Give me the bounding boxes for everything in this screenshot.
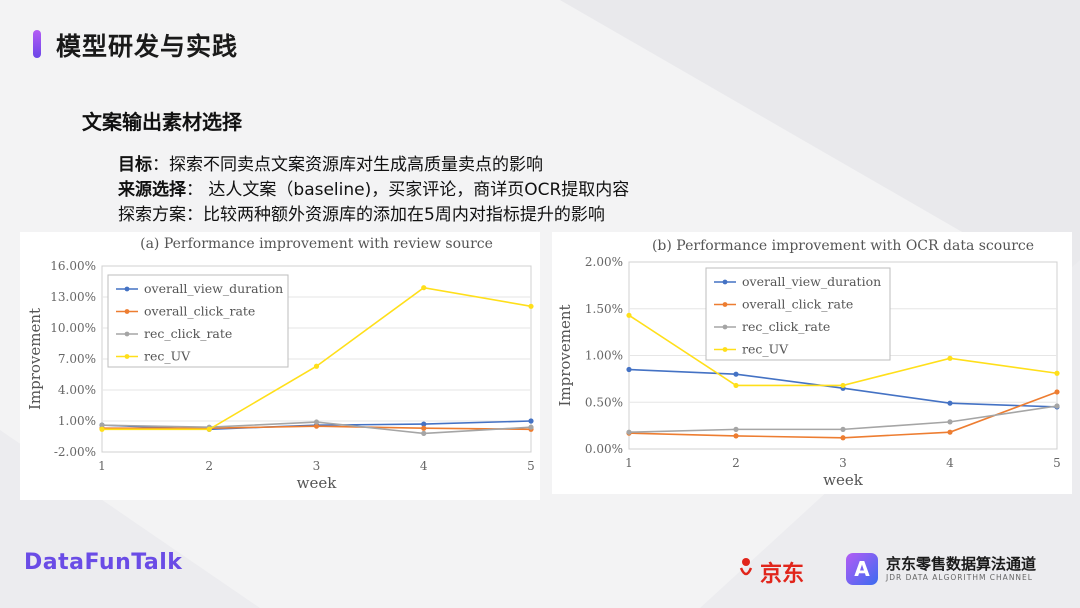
x-tick-label: 3 [839, 456, 847, 470]
x-tick-label: 5 [1053, 456, 1061, 470]
x-tick-label: 4 [420, 459, 428, 473]
data-point-rec_click_rate [1054, 403, 1060, 409]
jd-mascot-icon [739, 558, 753, 576]
y-tick-label: 4.00% [58, 383, 96, 397]
legend-marker-rec_UV [124, 354, 130, 359]
jd-logo: 京东 [760, 562, 805, 587]
chart-review-source: (a) Performance improvement with review … [20, 232, 540, 500]
plan-text: 探索方案：比较两种额外资源库的添加在5周内对指标提升的影响 [118, 205, 605, 225]
y-tick-label: 0.00% [585, 442, 623, 456]
jdr-channel-name: 京东零售数据算法通道 [886, 555, 1037, 573]
data-point-rec_click_rate [733, 426, 739, 432]
x-axis-label: week [297, 474, 338, 492]
goal-label: 目标 [118, 155, 152, 175]
title-accent-bar [33, 30, 41, 58]
jdr-channel-subtitle: JDR DATA ALGORITHM CHANNEL [886, 573, 1033, 582]
legend-box [107, 274, 289, 368]
y-tick-label: 1.50% [585, 302, 623, 316]
y-axis-label: Improvement [26, 308, 44, 410]
source-line: 来源选择： 达人文案（baseline)，买家评论，商详页OCR提取内容 [118, 175, 629, 200]
chart-review-source-svg: (a) Performance improvement with review … [26, 236, 535, 492]
data-point-overall_view_duration [733, 371, 739, 377]
data-point-rec_click_rate [626, 429, 632, 435]
chart-ocr-source: (b) Performance improvement with OCR dat… [552, 232, 1072, 494]
x-tick-label: 3 [313, 459, 321, 473]
legend-marker-rec_click_rate [124, 331, 130, 337]
y-tick-label: 2.00% [585, 255, 623, 269]
legend-label-overall_click_rate: overall_click_rate [144, 304, 255, 319]
data-point-rec_UV [840, 382, 846, 389]
x-tick-label: 5 [527, 459, 535, 473]
y-tick-label: 10.00% [50, 321, 96, 335]
data-point-overall_click_rate [1054, 389, 1060, 395]
y-tick-label: 1.00% [585, 349, 623, 363]
legend-label-overall_view_duration: overall_view_duration [742, 274, 881, 289]
data-point-rec_UV [733, 382, 739, 389]
data-point-overall_view_duration [947, 400, 953, 406]
data-point-overall_click_rate [840, 435, 846, 441]
legend-marker-overall_view_duration [722, 279, 728, 285]
legend-marker-overall_view_duration [124, 286, 130, 292]
data-point-overall_click_rate [733, 433, 739, 439]
y-tick-label: 0.50% [585, 395, 623, 409]
x-tick-label: 1 [625, 456, 633, 470]
data-point-rec_UV [528, 303, 534, 309]
data-point-rec_UV [1054, 370, 1060, 376]
y-tick-label: 7.00% [58, 352, 96, 366]
source-label: 来源选择 [118, 180, 186, 200]
x-tick-label: 1 [98, 459, 106, 473]
data-point-overall_click_rate [421, 425, 427, 431]
plan-line: 探索方案：比较两种额外资源库的添加在5周内对指标提升的影响 [118, 200, 605, 225]
data-point-rec_click_rate [947, 419, 953, 425]
data-point-overall_view_duration [626, 366, 632, 373]
datafuntalk-logo: DataFunTalk [24, 550, 183, 575]
section-heading: 文案输出素材选择 [82, 110, 242, 134]
data-point-rec_UV [626, 312, 632, 318]
legend-label-overall_view_duration: overall_view_duration [144, 281, 283, 296]
legend-label-rec_click_rate: rec_click_rate [144, 326, 232, 341]
legend-label-rec_UV: rec_UV [144, 349, 191, 364]
chart-ocr-source-svg: (b) Performance improvement with OCR dat… [556, 238, 1061, 489]
data-point-rec_click_rate [840, 426, 846, 432]
y-tick-label: 1.00% [58, 414, 96, 428]
data-point-overall_click_rate [313, 423, 320, 429]
legend-label-overall_click_rate: overall_click_rate [742, 297, 853, 312]
goal-line: 目标：探索不同卖点文案资源库对生成高质量卖点的影响 [118, 150, 543, 175]
data-point-rec_UV [947, 355, 953, 361]
chart-title: (b) Performance improvement with OCR dat… [652, 238, 1034, 254]
data-point-overall_view_duration [528, 418, 534, 424]
x-tick-label: 2 [205, 459, 213, 473]
goal-text: ：探索不同卖点文案资源库对生成高质量卖点的影响 [152, 155, 543, 175]
data-point-rec_UV [313, 363, 320, 369]
chart-title: (a) Performance improvement with review … [140, 236, 493, 252]
x-tick-label: 4 [946, 456, 954, 470]
data-point-rec_UV [421, 285, 427, 291]
y-tick-label: -2.00% [54, 445, 96, 459]
data-point-rec_UV [206, 426, 212, 432]
data-point-rec_UV [99, 426, 105, 432]
y-axis-label: Improvement [556, 304, 574, 406]
legend-marker-rec_UV [722, 347, 728, 352]
data-point-overall_click_rate [947, 429, 953, 435]
jdr-channel-icon: A [846, 553, 878, 585]
legend-marker-rec_click_rate [722, 324, 728, 330]
x-tick-label: 2 [732, 456, 740, 470]
x-axis-label: week [823, 471, 864, 489]
data-point-overall_view_duration [421, 421, 427, 427]
y-tick-label: 16.00% [50, 259, 96, 273]
source-text: ： 达人文案（baseline)，买家评论，商详页OCR提取内容 [186, 180, 630, 200]
legend-marker-overall_click_rate [722, 302, 728, 307]
y-tick-label: 13.00% [50, 290, 96, 304]
legend-box [705, 267, 891, 361]
data-point-rec_click_rate [528, 424, 534, 430]
legend-label-rec_click_rate: rec_click_rate [742, 319, 830, 334]
page-title: 模型研发与实践 [56, 32, 239, 61]
legend-marker-overall_click_rate [124, 309, 130, 314]
data-point-rec_click_rate [313, 419, 320, 425]
data-point-rec_click_rate [421, 430, 427, 436]
legend-label-rec_UV: rec_UV [742, 342, 789, 357]
data-point-rec_click_rate [99, 422, 105, 428]
